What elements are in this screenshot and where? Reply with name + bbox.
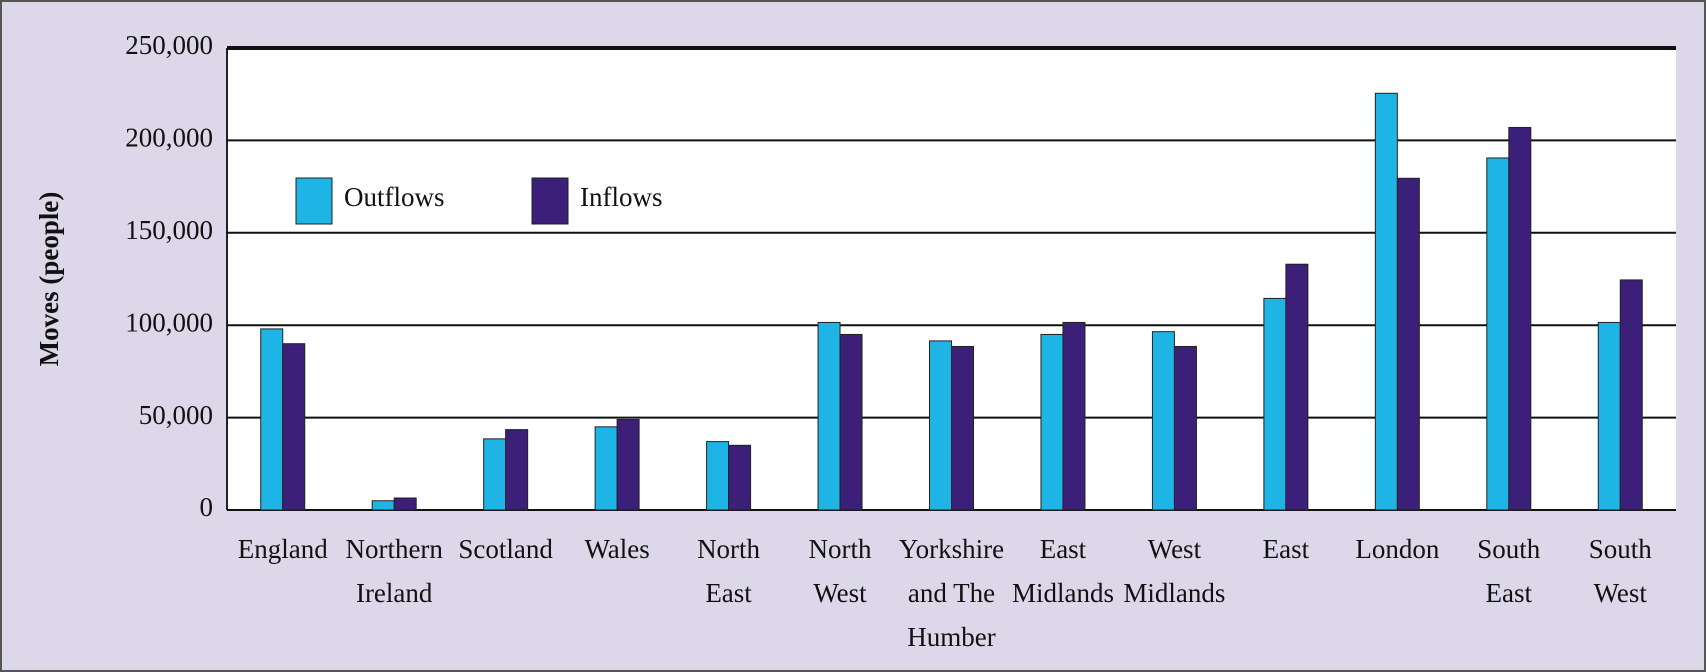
bar <box>929 340 952 511</box>
x-tick-label: England <box>238 534 328 564</box>
x-tick-label: South <box>1477 534 1541 564</box>
y-tick-label: 100,000 <box>125 307 213 337</box>
bar <box>1486 157 1510 511</box>
y-tick-label: 250,000 <box>125 30 213 60</box>
bar <box>817 321 841 511</box>
x-tick-label: Humber <box>907 622 995 652</box>
bar <box>1040 333 1064 511</box>
x-tick-label: Northern <box>345 534 443 564</box>
bar <box>728 444 752 511</box>
bar <box>371 500 395 511</box>
x-tick-label: East <box>1486 578 1533 608</box>
x-tick-label: West <box>1594 578 1648 608</box>
legend-swatch <box>295 177 333 225</box>
legend-label: Outflows <box>344 182 445 212</box>
x-tick-label: North <box>697 534 760 564</box>
x-tick-label: Scotland <box>458 534 553 564</box>
legend-swatch <box>531 177 569 225</box>
bar <box>1597 321 1621 511</box>
bar <box>1619 279 1643 511</box>
bar <box>1285 263 1309 511</box>
bar <box>1374 92 1398 511</box>
bar <box>505 429 529 511</box>
bar <box>839 333 863 511</box>
x-tick-label: Yorkshire <box>899 534 1004 564</box>
bar <box>1396 177 1420 511</box>
x-tick-label: West <box>1148 534 1202 564</box>
y-tick-label: 50,000 <box>139 400 213 430</box>
bar <box>951 345 974 511</box>
y-tick-label: 150,000 <box>125 215 213 245</box>
x-tick-label: and The <box>908 578 995 608</box>
y-tick-label: 200,000 <box>125 123 213 153</box>
x-tick-label: London <box>1355 534 1439 564</box>
x-tick-label: East <box>705 578 752 608</box>
bar <box>1263 297 1287 511</box>
bar <box>1173 345 1197 511</box>
bar <box>393 497 417 511</box>
x-tick-label: Midlands <box>1012 578 1114 608</box>
bar <box>260 328 284 511</box>
x-tick-label: East <box>1040 534 1087 564</box>
bar <box>1151 331 1175 511</box>
bar <box>594 426 618 511</box>
bar <box>282 343 306 511</box>
bar <box>1508 126 1532 511</box>
bar <box>1062 321 1086 511</box>
x-tick-label: Wales <box>584 534 649 564</box>
x-tick-label: Ireland <box>356 578 433 608</box>
x-tick-label: South <box>1589 534 1653 564</box>
bar <box>706 441 730 511</box>
x-tick-label: East <box>1263 534 1310 564</box>
bar <box>616 418 640 511</box>
y-tick-label: 0 <box>200 492 214 522</box>
x-tick-label: West <box>813 578 867 608</box>
legend-label: Inflows <box>580 182 663 212</box>
x-tick-label: Midlands <box>1123 578 1225 608</box>
x-tick-label: North <box>809 534 872 564</box>
bar <box>483 438 507 511</box>
y-axis-label: Moves (people) <box>34 192 64 367</box>
